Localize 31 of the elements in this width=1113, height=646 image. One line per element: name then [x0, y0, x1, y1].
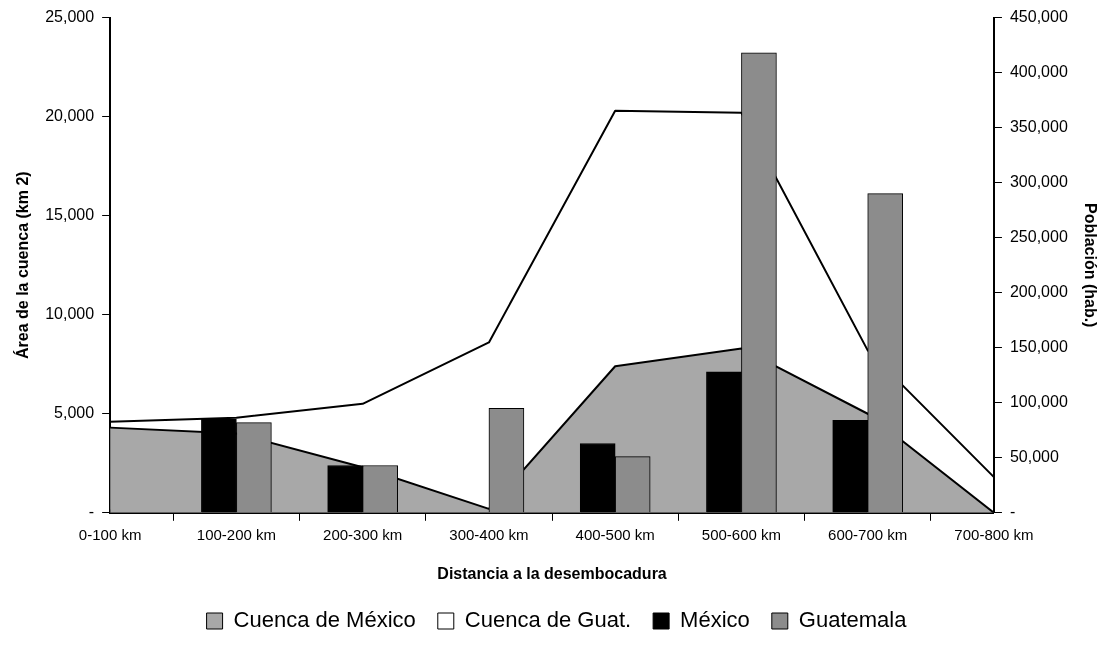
y-tick-label: 25,000 — [45, 8, 95, 26]
y-tick-label: 5,000 — [54, 404, 95, 422]
y2-tick-label: 350,000 — [1009, 118, 1068, 136]
legend-label: Cuenca de México — [233, 607, 416, 633]
legend-label: México — [680, 607, 750, 633]
y2-tick-label: 300,000 — [1009, 173, 1068, 191]
x-tick-label: 700-800 km — [954, 525, 1034, 543]
y2-tick-label: 250,000 — [1009, 228, 1068, 246]
x-tick-label: 300-400 km — [449, 525, 529, 543]
x-tick-label: 600-700 km — [828, 525, 908, 543]
y2-tick-label: 150,000 — [1009, 338, 1068, 356]
y2-tick-label: 200,000 — [1009, 283, 1068, 301]
x-tick-label: 400-500 km — [575, 525, 655, 543]
legend-label: Cuenca de Guat. — [464, 607, 632, 633]
x-tick-label: 0-100 km — [78, 525, 142, 543]
y2-tick-label: 100,000 — [1009, 393, 1068, 411]
y2-tick-label: - — [1009, 503, 1016, 521]
x-tick-label: 100-200 km — [196, 525, 277, 543]
x-tick-label: 500-600 km — [701, 525, 782, 543]
y2-tick-label: 50,000 — [1009, 448, 1059, 466]
y2-axis-title: Población (hab.) — [1081, 202, 1099, 328]
y2-tick-label: 450,000 — [1009, 8, 1068, 26]
legend-label: Guatemala — [798, 607, 908, 633]
y-tick-label: 20,000 — [45, 107, 95, 125]
y-tick-label: 10,000 — [45, 305, 95, 323]
x-axis-title: Distancia a la desembocadura — [437, 564, 667, 582]
x-tick-label: 200-300 km — [323, 525, 403, 543]
y-axis-title: Área de la cuenca (km 2) — [13, 171, 32, 360]
y-tick-label: 15,000 — [45, 206, 95, 224]
y-tick-label: - — [88, 503, 95, 521]
y2-tick-label: 400,000 — [1009, 63, 1068, 81]
